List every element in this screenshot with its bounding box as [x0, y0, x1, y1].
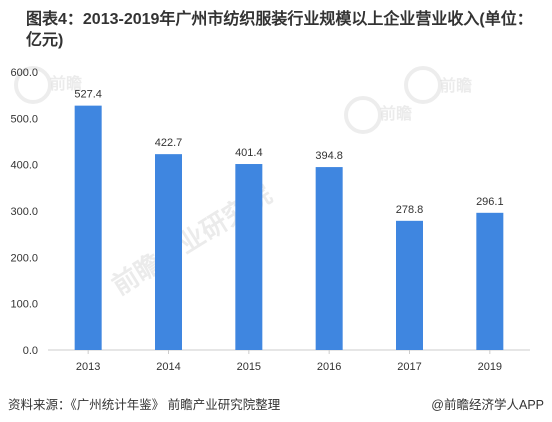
- y-tick-label: 300.0: [10, 206, 38, 218]
- y-tick-label: 200.0: [10, 252, 38, 264]
- watermark-logo-icon: [14, 66, 52, 104]
- chart-title: 图表4：2013-2019年广州市纺织服装行业规模以上企业营业收入(单位：亿元): [26, 11, 533, 49]
- data-label-2016: 394.8: [315, 150, 343, 162]
- y-tick-label: 600.0: [10, 67, 38, 79]
- data-label-2013: 527.4: [74, 89, 102, 101]
- x-tick-label-2014: 2014: [156, 361, 180, 373]
- y-tick-label: 400.0: [10, 160, 38, 172]
- data-label-2017: 278.8: [396, 204, 424, 216]
- data-label-2019: 296.1: [476, 196, 504, 208]
- bar-2019: [476, 212, 504, 350]
- x-tick-label-2016: 2016: [317, 361, 341, 373]
- data-label-2014: 422.7: [155, 137, 183, 149]
- watermark-logo-icon: [404, 66, 442, 104]
- data-label-2015: 401.4: [235, 147, 263, 159]
- watermark-brand: 前瞻: [50, 76, 83, 93]
- y-tick-label: 500.0: [10, 113, 38, 125]
- x-tick-label-2015: 2015: [237, 361, 261, 373]
- bar-2017: [396, 220, 423, 350]
- bar-chart: 0.0 100.0 200.0 300.0 400.0 500.0 600.0 527.4 20…: [10, 67, 530, 373]
- bar-2013: [74, 105, 102, 350]
- footer: 资料来源：《广州统计年鉴》 前瞻产业研究院整理 @前瞻经济学人APP: [8, 394, 544, 413]
- bar-2014: [155, 154, 182, 350]
- x-tick-label-2017: 2017: [397, 361, 421, 373]
- x-tick-label-2019: 2019: [478, 361, 502, 373]
- watermark-logo-icon: [344, 96, 382, 134]
- y-tick-label: 100.0: [10, 299, 38, 311]
- watermark-brand: 前瞻: [440, 78, 473, 95]
- bar-2015: [235, 164, 263, 350]
- source-note: 资料来源：《广州统计年鉴》 前瞻产业研究院整理: [8, 398, 281, 412]
- credit-note: @前瞻经济学人APP: [431, 398, 544, 412]
- watermark-brand: 前瞻: [380, 106, 413, 123]
- y-tick-label: 0.0: [23, 345, 38, 357]
- bar-2016: [315, 167, 343, 350]
- x-tick-label-2013: 2013: [76, 361, 100, 373]
